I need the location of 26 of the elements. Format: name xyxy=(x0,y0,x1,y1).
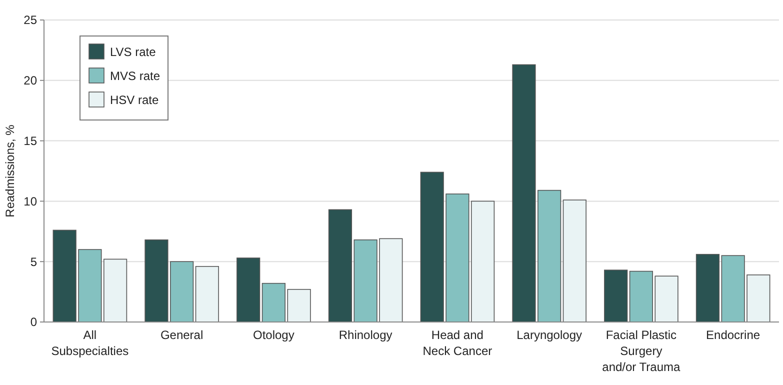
y-axis-title: Readmissions, % xyxy=(3,124,17,218)
bar xyxy=(696,254,720,322)
y-tick-label: 0 xyxy=(30,315,38,330)
y-tick-label: 20 xyxy=(24,74,38,88)
legend-label: HSV rate xyxy=(110,93,160,108)
bar xyxy=(562,200,586,322)
bar xyxy=(328,209,352,322)
legend-label: LVS rate xyxy=(110,45,156,60)
y-tick-label: 10 xyxy=(24,194,38,208)
x-tick-label: Head and Neck Cancer xyxy=(422,328,492,358)
bar xyxy=(470,200,495,322)
x-tick-label: Rhinology xyxy=(338,328,392,342)
x-tick-label: Laryngology xyxy=(516,328,582,342)
bar xyxy=(604,270,628,322)
x-tick-label: Facial Plastic Surgery and/or Trauma xyxy=(602,328,681,374)
y-tick-label: 25 xyxy=(24,13,38,28)
y-tick-label: 5 xyxy=(30,254,38,269)
bar xyxy=(236,258,260,322)
bar xyxy=(103,258,128,322)
x-tick-label: Endocrine xyxy=(706,328,760,342)
legend-label: MVS rate xyxy=(110,69,160,84)
x-tick-label: All Subspecialties xyxy=(51,328,129,358)
bar xyxy=(195,266,219,322)
x-tick-label: Otology xyxy=(253,328,294,342)
x-tick-label: General xyxy=(160,328,204,342)
y-tick-label: 15 xyxy=(24,134,38,148)
